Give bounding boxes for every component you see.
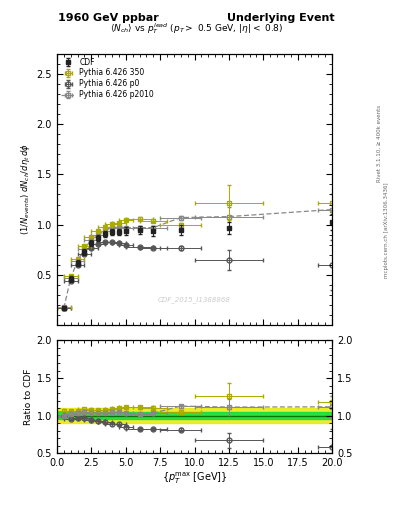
Bar (57, 408, 332, 423)
Text: CDF_2015_I1388868: CDF_2015_I1388868 (158, 296, 231, 304)
Text: 1960 GeV ppbar: 1960 GeV ppbar (58, 13, 159, 23)
Y-axis label: Ratio to CDF: Ratio to CDF (24, 369, 33, 425)
Legend: CDF, Pythia 6.426 350, Pythia 6.426 p0, Pythia 6.426 p2010: CDF, Pythia 6.426 350, Pythia 6.426 p0, … (59, 56, 155, 101)
Text: Rivet 3.1.10, ≥ 400k events: Rivet 3.1.10, ≥ 400k events (377, 105, 382, 182)
Bar (57, 412, 332, 419)
X-axis label: $\{p_T^{\rm max}\;[\rm GeV]\}$: $\{p_T^{\rm max}\;[\rm GeV]\}$ (162, 471, 227, 486)
Text: $\langle N_{ch}\rangle$ vs $p_T^{lead}$ ($p_T >$ 0.5 GeV, $|\eta| <$ 0.8): $\langle N_{ch}\rangle$ vs $p_T^{lead}$ … (110, 22, 283, 36)
Text: Underlying Event: Underlying Event (227, 13, 335, 23)
Text: mcplots.cern.ch [arXiv:1306.3436]: mcplots.cern.ch [arXiv:1306.3436] (384, 183, 389, 278)
Y-axis label: $(1/N_{events})\; dN_{ch}/d\eta_t\, d\phi$: $(1/N_{events})\; dN_{ch}/d\eta_t\, d\ph… (20, 143, 33, 236)
